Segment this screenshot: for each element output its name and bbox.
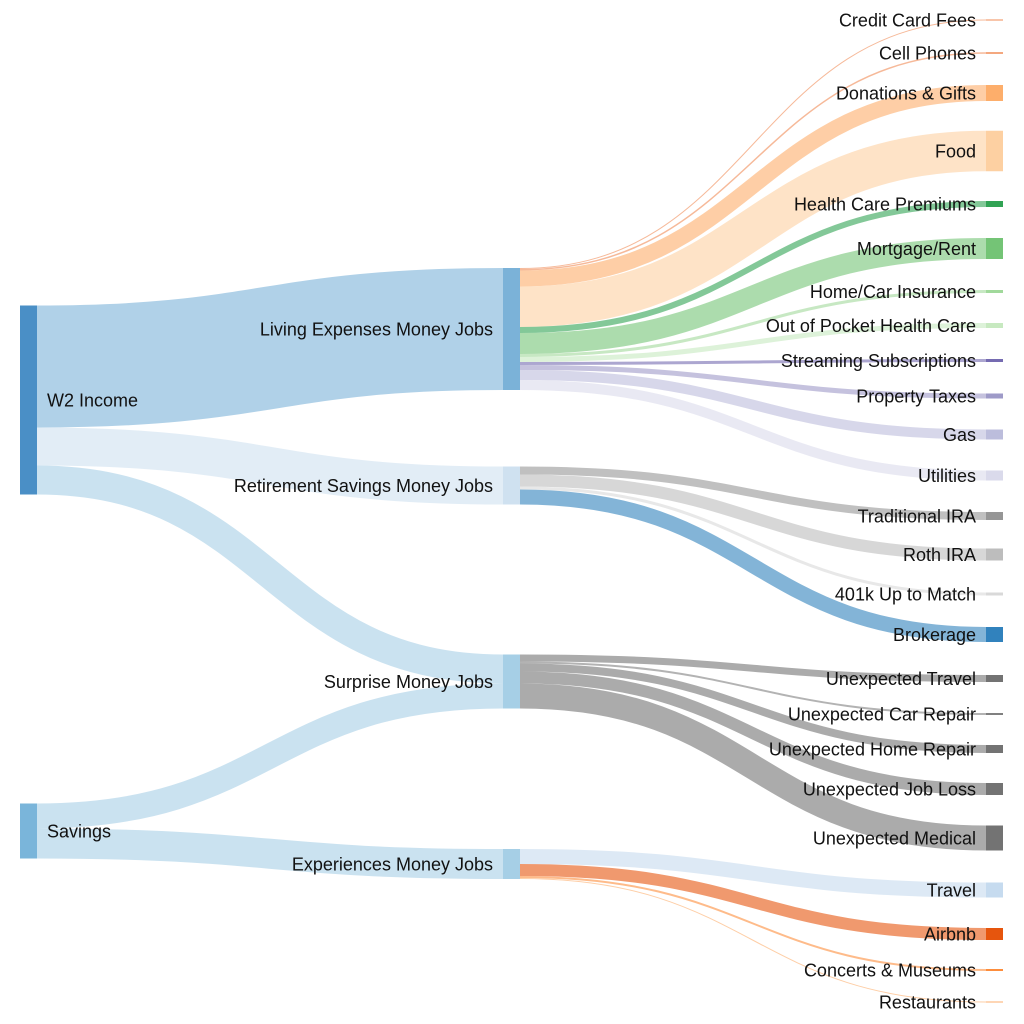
link-experiences-to-restaurants[interactable] <box>519 878 987 1003</box>
node-label-unexpected-job-loss: Unexpected Job Loss <box>803 779 976 799</box>
node-label-unexpected-home-repair: Unexpected Home Repair <box>769 739 976 759</box>
node-label-brokerage: Brokerage <box>893 625 976 645</box>
labels-layer: W2 Income Savings Living Expenses Money Jo… <box>47 10 976 1012</box>
node-label-gas: Gas <box>943 425 976 445</box>
node-label-credit-card-fees: Credit Card Fees <box>839 10 976 30</box>
link-savings-to-experiences[interactable] <box>36 828 504 879</box>
node-label-health-care-premiums: Health Care Premiums <box>794 194 976 214</box>
links-layer <box>36 19 987 1003</box>
node-label-utilities: Utilities <box>918 466 976 486</box>
node-roth-ira[interactable] <box>986 548 1003 561</box>
link-retirement-to-brokerage[interactable] <box>519 489 987 642</box>
node-label-property-taxes: Property Taxes <box>856 386 976 406</box>
node-label-experiences-money-jobs: Experiences Money Jobs <box>292 854 493 874</box>
node-experiences-money-jobs[interactable] <box>503 849 520 879</box>
node-retirement-savings-money-jobs[interactable] <box>503 466 520 505</box>
node-label-401k-up-to-match: 401k Up to Match <box>835 584 976 604</box>
link-surprise-to-utravel[interactable] <box>519 654 987 682</box>
link-living-to-utilities[interactable] <box>519 380 987 481</box>
link-w2-to-surprise[interactable] <box>36 465 504 684</box>
link-retirement-to-k401[interactable] <box>519 486 987 596</box>
node-brokerage[interactable] <box>986 627 1003 642</box>
node-label-retirement-savings-money-jobs: Retirement Savings Money Jobs <box>234 476 493 496</box>
link-surprise-to-uhome[interactable] <box>519 663 987 753</box>
node-gas[interactable] <box>986 429 1003 440</box>
link-experiences-to-airbnb[interactable] <box>519 864 987 940</box>
link-living-to-streaming[interactable] <box>519 359 987 365</box>
node-401k-up-to-match[interactable] <box>986 592 1003 596</box>
link-living-to-hcp[interactable] <box>519 201 987 333</box>
node-unexpected-travel[interactable] <box>986 675 1003 682</box>
link-living-to-food[interactable] <box>519 130 987 327</box>
link-living-to-oop[interactable] <box>519 323 987 362</box>
link-surprise-to-umedical[interactable] <box>519 683 987 851</box>
link-living-to-ccfees[interactable] <box>519 19 987 269</box>
node-unexpected-home-repair[interactable] <box>986 745 1003 753</box>
node-label-w2-income: W2 Income <box>47 390 138 410</box>
node-label-traditional-ira: Traditional IRA <box>858 506 976 526</box>
node-donations-gifts[interactable] <box>986 85 1003 101</box>
node-home-car-insurance[interactable] <box>986 290 1003 293</box>
node-label-food: Food <box>935 141 976 161</box>
node-label-streaming-subscriptions: Streaming Subscriptions <box>781 351 976 371</box>
node-streaming-subscriptions[interactable] <box>986 359 1003 362</box>
node-label-savings: Savings <box>47 821 111 841</box>
link-living-to-mortgage[interactable] <box>519 238 987 354</box>
link-living-to-property[interactable] <box>519 365 987 399</box>
node-label-roth-ira: Roth IRA <box>903 545 976 565</box>
node-label-mortgage-rent: Mortgage/Rent <box>857 239 976 259</box>
node-label-unexpected-travel: Unexpected Travel <box>826 669 976 689</box>
node-label-surprise-money-jobs: Surprise Money Jobs <box>324 672 493 692</box>
link-surprise-to-ujob[interactable] <box>519 671 987 795</box>
link-living-to-gas[interactable] <box>519 370 987 440</box>
node-out-of-pocket-health-care[interactable] <box>986 323 1003 328</box>
node-label-airbnb: Airbnb <box>924 924 976 944</box>
node-unexpected-car-repair[interactable] <box>986 713 1003 715</box>
node-label-concerts-museums: Concerts & Museums <box>804 960 976 980</box>
node-unexpected-medical[interactable] <box>986 825 1003 851</box>
link-living-to-cell[interactable] <box>519 52 987 271</box>
node-label-travel: Travel <box>927 880 976 900</box>
link-w2-to-living[interactable] <box>36 268 504 428</box>
link-retirement-to-rothira[interactable] <box>519 474 987 561</box>
link-experiences-to-travel[interactable] <box>519 849 987 898</box>
node-food[interactable] <box>986 130 1003 172</box>
node-airbnb[interactable] <box>986 928 1003 940</box>
node-label-out-of-pocket-health-care: Out of Pocket Health Care <box>766 316 976 336</box>
node-travel[interactable] <box>986 882 1003 898</box>
node-label-unexpected-medical: Unexpected Medical <box>813 828 976 848</box>
link-retirement-to-tradira[interactable] <box>519 466 987 520</box>
node-surprise-money-jobs[interactable] <box>503 654 520 709</box>
node-label-unexpected-car-repair: Unexpected Car Repair <box>788 704 976 724</box>
node-label-living-expenses-money-jobs: Living Expenses Money Jobs <box>260 319 493 339</box>
link-w2-to-retirement[interactable] <box>36 427 504 505</box>
node-health-care-premiums[interactable] <box>986 201 1003 207</box>
node-living-expenses-money-jobs[interactable] <box>503 268 520 390</box>
node-w2-income[interactable] <box>20 305 37 495</box>
node-mortgage-rent[interactable] <box>986 238 1003 259</box>
node-label-donations-gifts: Donations & Gifts <box>836 83 976 103</box>
node-cell-phones[interactable] <box>986 52 1003 54</box>
node-restaurants[interactable] <box>986 1001 1003 1003</box>
link-living-to-donations[interactable] <box>519 85 987 287</box>
node-concerts-museums[interactable] <box>986 969 1003 971</box>
node-traditional-ira[interactable] <box>986 512 1003 520</box>
node-label-cell-phones: Cell Phones <box>879 43 976 63</box>
link-surprise-to-ucar[interactable] <box>519 661 987 715</box>
link-experiences-to-concerts[interactable] <box>519 876 987 971</box>
node-credit-card-fees[interactable] <box>986 19 1003 21</box>
node-label-restaurants: Restaurants <box>879 992 976 1012</box>
link-living-to-homecar[interactable] <box>519 290 987 357</box>
node-savings[interactable] <box>20 803 37 859</box>
node-utilities[interactable] <box>986 470 1003 481</box>
node-unexpected-job-loss[interactable] <box>986 783 1003 795</box>
node-property-taxes[interactable] <box>986 393 1003 399</box>
link-savings-to-surprise[interactable] <box>36 683 504 829</box>
node-label-home-car-insurance: Home/Car Insurance <box>810 282 976 302</box>
nodes-layer <box>20 19 1003 1003</box>
